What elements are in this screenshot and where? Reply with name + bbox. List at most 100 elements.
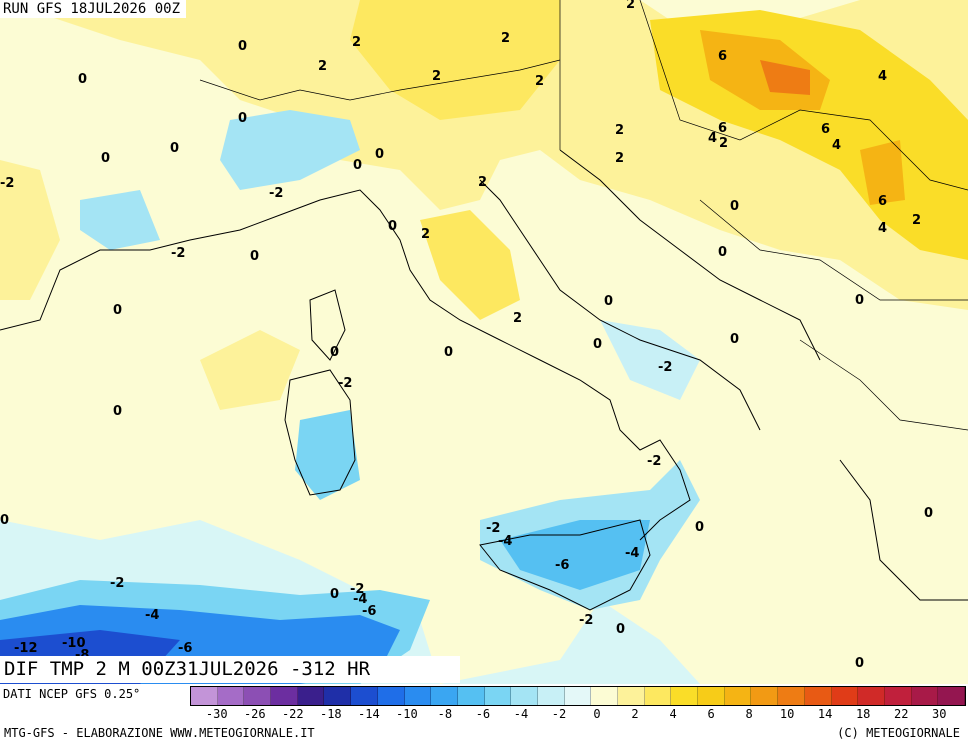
contour-label: 2 xyxy=(615,151,624,166)
contour-label: -2 xyxy=(579,613,593,628)
contour-label: 0 xyxy=(924,506,933,521)
legend-swatch xyxy=(484,687,512,705)
contour-label: 2 xyxy=(615,123,624,138)
legend-swatch xyxy=(751,687,779,705)
contour-label: 2 xyxy=(719,136,728,151)
legend-tick: -4 xyxy=(513,707,529,721)
coastline-sicily xyxy=(479,519,651,611)
contour-label: 0 xyxy=(101,151,110,166)
contour-label: 0 xyxy=(170,141,179,156)
contour-label: -2 xyxy=(269,186,283,201)
legend-swatch xyxy=(778,687,805,705)
contour-label: 6 xyxy=(878,194,887,209)
legend-swatch xyxy=(377,687,405,705)
contour-label: 0 xyxy=(730,332,739,347)
legend-tick: 2 xyxy=(631,707,639,721)
legend-swatch xyxy=(644,687,672,705)
anomaly-zone-alps xyxy=(350,0,560,120)
contour-label: 0 xyxy=(0,513,9,528)
contour-label: 0 xyxy=(695,520,704,535)
legend-swatch xyxy=(618,687,645,705)
contour-label: 0 xyxy=(330,587,339,602)
legend-tick: 10 xyxy=(779,707,795,721)
contour-label: 0 xyxy=(855,293,864,308)
legend-swatch xyxy=(217,687,245,705)
coastlines xyxy=(0,149,968,611)
legend-swatch xyxy=(324,687,352,705)
legend-tick: 8 xyxy=(745,707,753,721)
border-hungary xyxy=(639,0,968,191)
contour-label: 2 xyxy=(912,213,921,228)
contour-label: -2 xyxy=(486,521,500,536)
legend-swatch xyxy=(191,687,218,705)
anomaly-zone-gulf-cool xyxy=(80,190,160,250)
border-greece xyxy=(799,339,968,431)
contour-label: 0 xyxy=(375,147,384,162)
legend-swatch xyxy=(511,687,538,705)
contour-label: 0 xyxy=(616,622,625,637)
anomaly-zone-2-4-west xyxy=(0,160,60,300)
anomaly-zone-central-italy xyxy=(420,210,520,320)
contour-label: 2 xyxy=(501,31,510,46)
legend-tick: -18 xyxy=(319,707,342,721)
legend-tick: 0 xyxy=(593,707,601,721)
legend-tick-labels: -30 -26 -22 -18 -14 -10 -8 -6 -4 -2 0 2 4 6 8 10 14 18 22 3… xyxy=(190,707,966,723)
contour-label: -6 xyxy=(555,558,569,573)
anomaly-zone-alps-cool xyxy=(220,110,360,190)
legend-tick: -6 xyxy=(475,707,491,721)
coastline-sardinia xyxy=(284,369,356,496)
contour-label: -4 xyxy=(145,608,159,623)
border-alps xyxy=(199,59,561,101)
legend-swatch xyxy=(351,687,378,705)
anomaly-zone-2-4-sea xyxy=(200,330,300,410)
contour-label: 0 xyxy=(730,199,739,214)
legend-tick: -22 xyxy=(281,707,304,721)
legend-swatch xyxy=(537,687,565,705)
contour-label: 2 xyxy=(352,35,361,50)
contour-label: -4 xyxy=(353,592,367,607)
contour-label: -2 xyxy=(171,246,185,261)
anomaly-zone-apulia-cool xyxy=(600,320,700,400)
footer-copyright: (C) METEOGIORNALE xyxy=(837,726,960,740)
contour-label: 6 xyxy=(821,122,830,137)
contour-labels: 0 2 2 2 2 0 0 2 2 6 4 0 0 0 -2 0 2 6 4 2… xyxy=(0,0,933,671)
contour-label: -6 xyxy=(178,641,192,656)
legend-swatch xyxy=(884,687,912,705)
contour-label: 0 xyxy=(604,294,613,309)
contour-label: 0 xyxy=(388,219,397,234)
anomaly-zone-sardinia-cool xyxy=(295,410,360,500)
data-source-label: DATI NCEP GFS 0.25° xyxy=(3,687,141,701)
temperature-anomaly-map: 0 2 2 2 2 0 0 2 2 6 4 0 0 0 -2 0 2 6 4 2… xyxy=(0,0,968,684)
legend-swatch xyxy=(671,687,699,705)
anomaly-zone-6-8-east xyxy=(860,140,905,205)
coastline-tyrrhenian xyxy=(0,189,691,541)
legend-tick: 14 xyxy=(817,707,833,721)
legend-tick: -26 xyxy=(243,707,266,721)
contour-label: 0 xyxy=(330,345,339,360)
contour-label: 0 xyxy=(718,245,727,260)
legend-tick: -2 xyxy=(551,707,567,721)
contour-label: 0 xyxy=(238,39,247,54)
contour-label: 4 xyxy=(878,221,887,236)
run-title: RUN GFS 18JUL2026 00Z xyxy=(0,0,187,18)
legend-swatch xyxy=(431,687,458,705)
contour-label: 4 xyxy=(832,138,841,153)
legend-swatch xyxy=(271,687,298,705)
anomaly-zone-sicily-cold xyxy=(500,520,650,590)
border-serbia xyxy=(699,199,968,301)
contour-label: -2 xyxy=(647,454,661,469)
contour-label: 2 xyxy=(432,69,441,84)
legend-swatch xyxy=(591,687,618,705)
contour-label: 0 xyxy=(113,303,122,318)
legend-tick: 22 xyxy=(893,707,909,721)
legend-swatch xyxy=(911,687,939,705)
legend-tick: 18 xyxy=(855,707,871,721)
legend-tick: 30 xyxy=(932,707,947,721)
contour-label: 2 xyxy=(318,59,327,74)
legend-tick: -30 xyxy=(205,707,228,721)
legend-tick: 6 xyxy=(707,707,715,721)
contour-label: -4 xyxy=(625,546,639,561)
contour-label: 2 xyxy=(421,227,430,242)
contour-label: 0 xyxy=(353,158,362,173)
contour-label: -2 xyxy=(110,576,124,591)
